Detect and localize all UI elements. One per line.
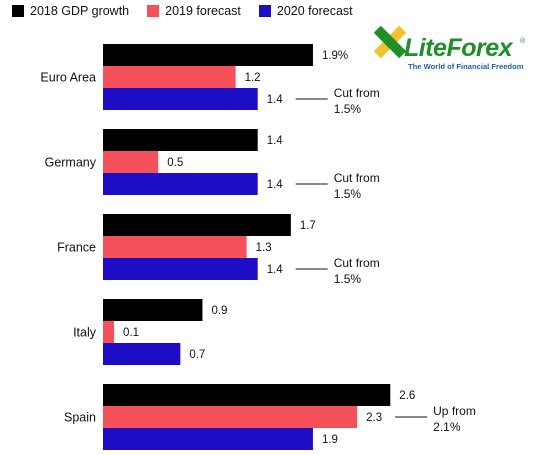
- value-label-france-2018-gdp-growth: 1.7: [300, 220, 316, 232]
- annotation-text-france-1: Cut from: [334, 256, 380, 270]
- annotation-text-germany-2: 1.5%: [334, 187, 362, 201]
- bar-germany-2019-forecast: [103, 151, 159, 173]
- value-label-france-2020-forecast: 1.4: [267, 264, 284, 276]
- value-label-spain-2020-forecast: 1.9: [322, 434, 338, 446]
- category-label-italy: Italy: [73, 326, 97, 340]
- value-label-spain-2018-gdp-growth: 2.6: [399, 390, 415, 402]
- legend-item-2020: 2020 forecast: [258, 4, 353, 18]
- bar-euro-area-2019-forecast: [103, 66, 236, 88]
- bar-spain-2019-forecast: [103, 406, 358, 428]
- value-label-euro-area-2018-gdp-growth: 1.9%: [322, 50, 348, 62]
- legend-label-2019: 2019 forecast: [165, 4, 241, 18]
- bar-france-2018-gdp-growth: [103, 214, 291, 236]
- value-label-euro-area-2020-forecast: 1.4: [267, 94, 284, 106]
- liteforex-logo: LiteForex ® The World of Financial Freed…: [370, 22, 530, 72]
- category-label-spain: Spain: [64, 411, 96, 425]
- value-label-germany-2018-gdp-growth: 1.4: [267, 135, 284, 147]
- value-label-italy-2018-gdp-growth: 0.9: [211, 305, 227, 317]
- value-label-italy-2020-forecast: 0.7: [189, 349, 205, 361]
- bar-germany-2020-forecast: [103, 173, 258, 195]
- annotation-text-france-2: 1.5%: [334, 272, 362, 286]
- bar-spain-2018-gdp-growth: [103, 384, 391, 406]
- logo-brand-text: LiteForex: [404, 34, 513, 62]
- legend-label-2018: 2018 GDP growth: [30, 4, 130, 18]
- bar-germany-2018-gdp-growth: [103, 129, 258, 151]
- bar-italy-2018-gdp-growth: [103, 299, 203, 321]
- logo-registered-mark: ®: [520, 38, 526, 45]
- annotation-text-germany-1: Cut from: [334, 171, 380, 185]
- value-label-spain-2019-forecast: 2.3: [366, 412, 382, 424]
- value-label-germany-2020-forecast: 1.4: [267, 179, 284, 191]
- legend-item-2018: 2018 GDP growth: [12, 4, 129, 18]
- logo-cross-icon: [373, 25, 407, 59]
- bar-euro-area-2018-gdp-growth: [103, 44, 313, 66]
- bar-italy-2019-forecast: [103, 321, 115, 343]
- value-label-germany-2019-forecast: 0.5: [167, 157, 183, 169]
- logo-tagline: The World of Financial Freedom: [408, 62, 524, 71]
- value-label-france-2019-forecast: 1.3: [256, 242, 272, 254]
- category-label-euro-area: Euro Area: [40, 71, 96, 85]
- annotation-text-spain-1: Up from: [433, 404, 476, 418]
- legend-swatch-2020: [258, 5, 271, 17]
- category-label-france: France: [57, 241, 96, 255]
- legend-item-2019: 2019 forecast: [147, 4, 241, 18]
- bar-spain-2020-forecast: [103, 428, 313, 450]
- value-label-euro-area-2019-forecast: 1.2: [245, 72, 261, 84]
- bar-italy-2020-forecast: [103, 343, 181, 365]
- category-label-germany: Germany: [45, 156, 97, 170]
- legend: 2018 GDP growth 2019 forecast 2020 forec…: [12, 4, 353, 18]
- legend-swatch-2018: [12, 5, 24, 17]
- value-label-italy-2019-forecast: 0.1: [123, 327, 139, 339]
- annotation-text-spain-2: 2.1%: [433, 420, 461, 434]
- annotation-text-euro-area-2: 1.5%: [334, 102, 362, 116]
- bar-france-2019-forecast: [103, 236, 247, 258]
- annotation-text-euro-area-1: Cut from: [334, 86, 380, 100]
- legend-swatch-2019: [147, 5, 160, 17]
- bar-france-2020-forecast: [103, 258, 258, 280]
- bar-euro-area-2020-forecast: [103, 88, 258, 110]
- legend-label-2020: 2020 forecast: [276, 4, 353, 18]
